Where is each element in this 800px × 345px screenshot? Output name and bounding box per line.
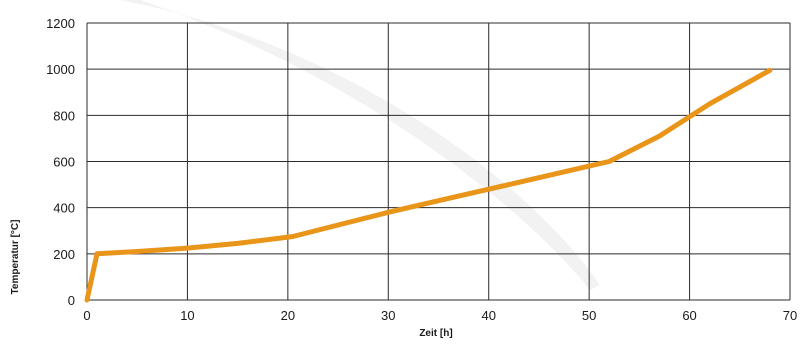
x-tick-label: 30: [381, 308, 395, 323]
y-axis-title: Temperatur [°C]: [10, 220, 21, 295]
x-tick-label: 70: [783, 308, 797, 323]
x-tick-label: 0: [83, 308, 90, 323]
tick-labels: 0 10 20 30 40 50 60 70 0 200 400 600 800 1000 1200: [46, 16, 797, 323]
x-tick-label: 20: [281, 308, 295, 323]
y-tick-label: 1200: [46, 16, 75, 31]
y-tick-label: 400: [53, 201, 75, 216]
y-tick-label: 800: [53, 108, 75, 123]
x-tick-label: 40: [481, 308, 495, 323]
series-line: [84, 67, 773, 303]
y-tick-label: 600: [53, 155, 75, 170]
grid: [86, 22, 791, 301]
y-tick-label: 0: [68, 293, 75, 308]
y-tick-label: 200: [53, 247, 75, 262]
x-axis-title: Zeit [h]: [419, 328, 452, 339]
y-tick-label: 1000: [46, 62, 75, 77]
x-tick-label: 10: [180, 308, 194, 323]
x-tick-label: 50: [582, 308, 596, 323]
x-tick-label: 60: [682, 308, 696, 323]
series-layer: [84, 67, 773, 303]
